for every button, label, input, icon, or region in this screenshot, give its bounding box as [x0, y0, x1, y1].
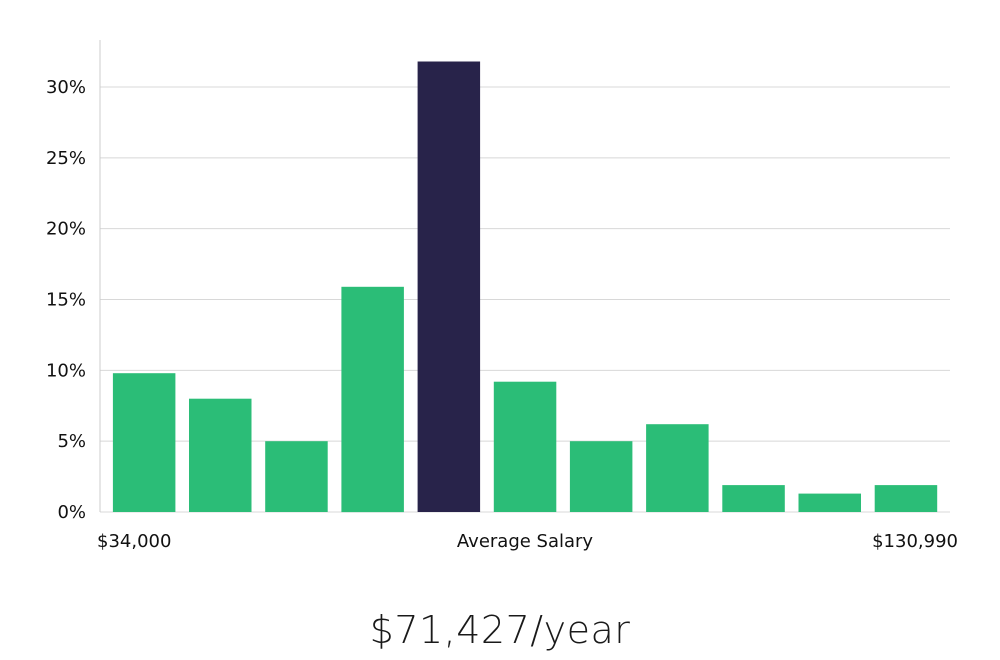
x-min-label: $34,000	[97, 531, 171, 552]
average-salary-value: $71,427/year	[369, 608, 631, 652]
y-tick-label: 15%	[46, 290, 86, 311]
bars	[112, 61, 938, 513]
x-max-label: $130,990	[872, 531, 958, 552]
bar	[874, 485, 938, 512]
bar	[112, 373, 176, 512]
bar	[569, 441, 633, 512]
y-tick-label: 25%	[46, 148, 86, 169]
bar	[341, 286, 404, 513]
bar	[798, 493, 861, 512]
bar	[189, 398, 252, 512]
salary-histogram: 0% 5% 10% 15% 20% 25% 30% $34,000 Average Sala…	[46, 40, 958, 552]
y-tick-label: 20%	[46, 219, 86, 240]
y-axis-ticks: 0% 5% 10% 15% 20% 25% 30%	[46, 77, 86, 523]
y-tick-label: 0%	[57, 502, 86, 523]
bar-average-salary	[417, 61, 481, 512]
bar	[265, 441, 328, 512]
bar	[493, 381, 557, 512]
bar	[646, 424, 709, 512]
x-axis-title: Average Salary	[457, 531, 594, 552]
y-tick-label: 30%	[46, 77, 86, 98]
y-tick-label: 5%	[57, 431, 86, 452]
bar	[722, 485, 785, 512]
y-tick-label: 10%	[46, 360, 86, 381]
